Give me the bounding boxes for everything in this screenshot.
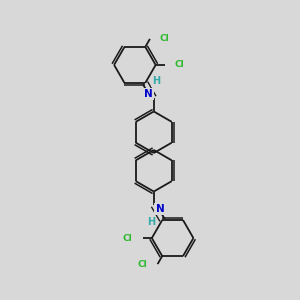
Text: Cl: Cl	[138, 260, 148, 268]
Text: Cl: Cl	[160, 34, 170, 43]
Text: H: H	[147, 218, 155, 227]
Text: Cl: Cl	[175, 60, 185, 69]
Text: Cl: Cl	[123, 234, 133, 243]
Text: N: N	[155, 204, 164, 214]
Text: H: H	[152, 76, 160, 85]
Text: N: N	[144, 89, 153, 99]
